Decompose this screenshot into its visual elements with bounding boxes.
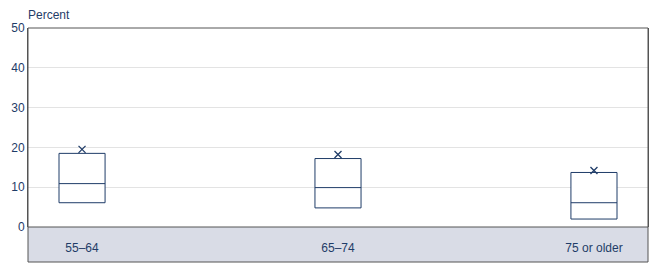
svg-text:55–64: 55–64 — [65, 241, 99, 255]
svg-text:20: 20 — [11, 141, 25, 155]
svg-text:75 or older: 75 or older — [565, 241, 622, 255]
svg-text:10: 10 — [11, 180, 25, 194]
svg-text:50: 50 — [11, 21, 25, 35]
svg-text:40: 40 — [11, 61, 25, 75]
svg-text:0: 0 — [18, 220, 25, 234]
svg-text:30: 30 — [11, 101, 25, 115]
svg-text:Percent: Percent — [28, 8, 70, 22]
svg-text:65–74: 65–74 — [321, 241, 355, 255]
